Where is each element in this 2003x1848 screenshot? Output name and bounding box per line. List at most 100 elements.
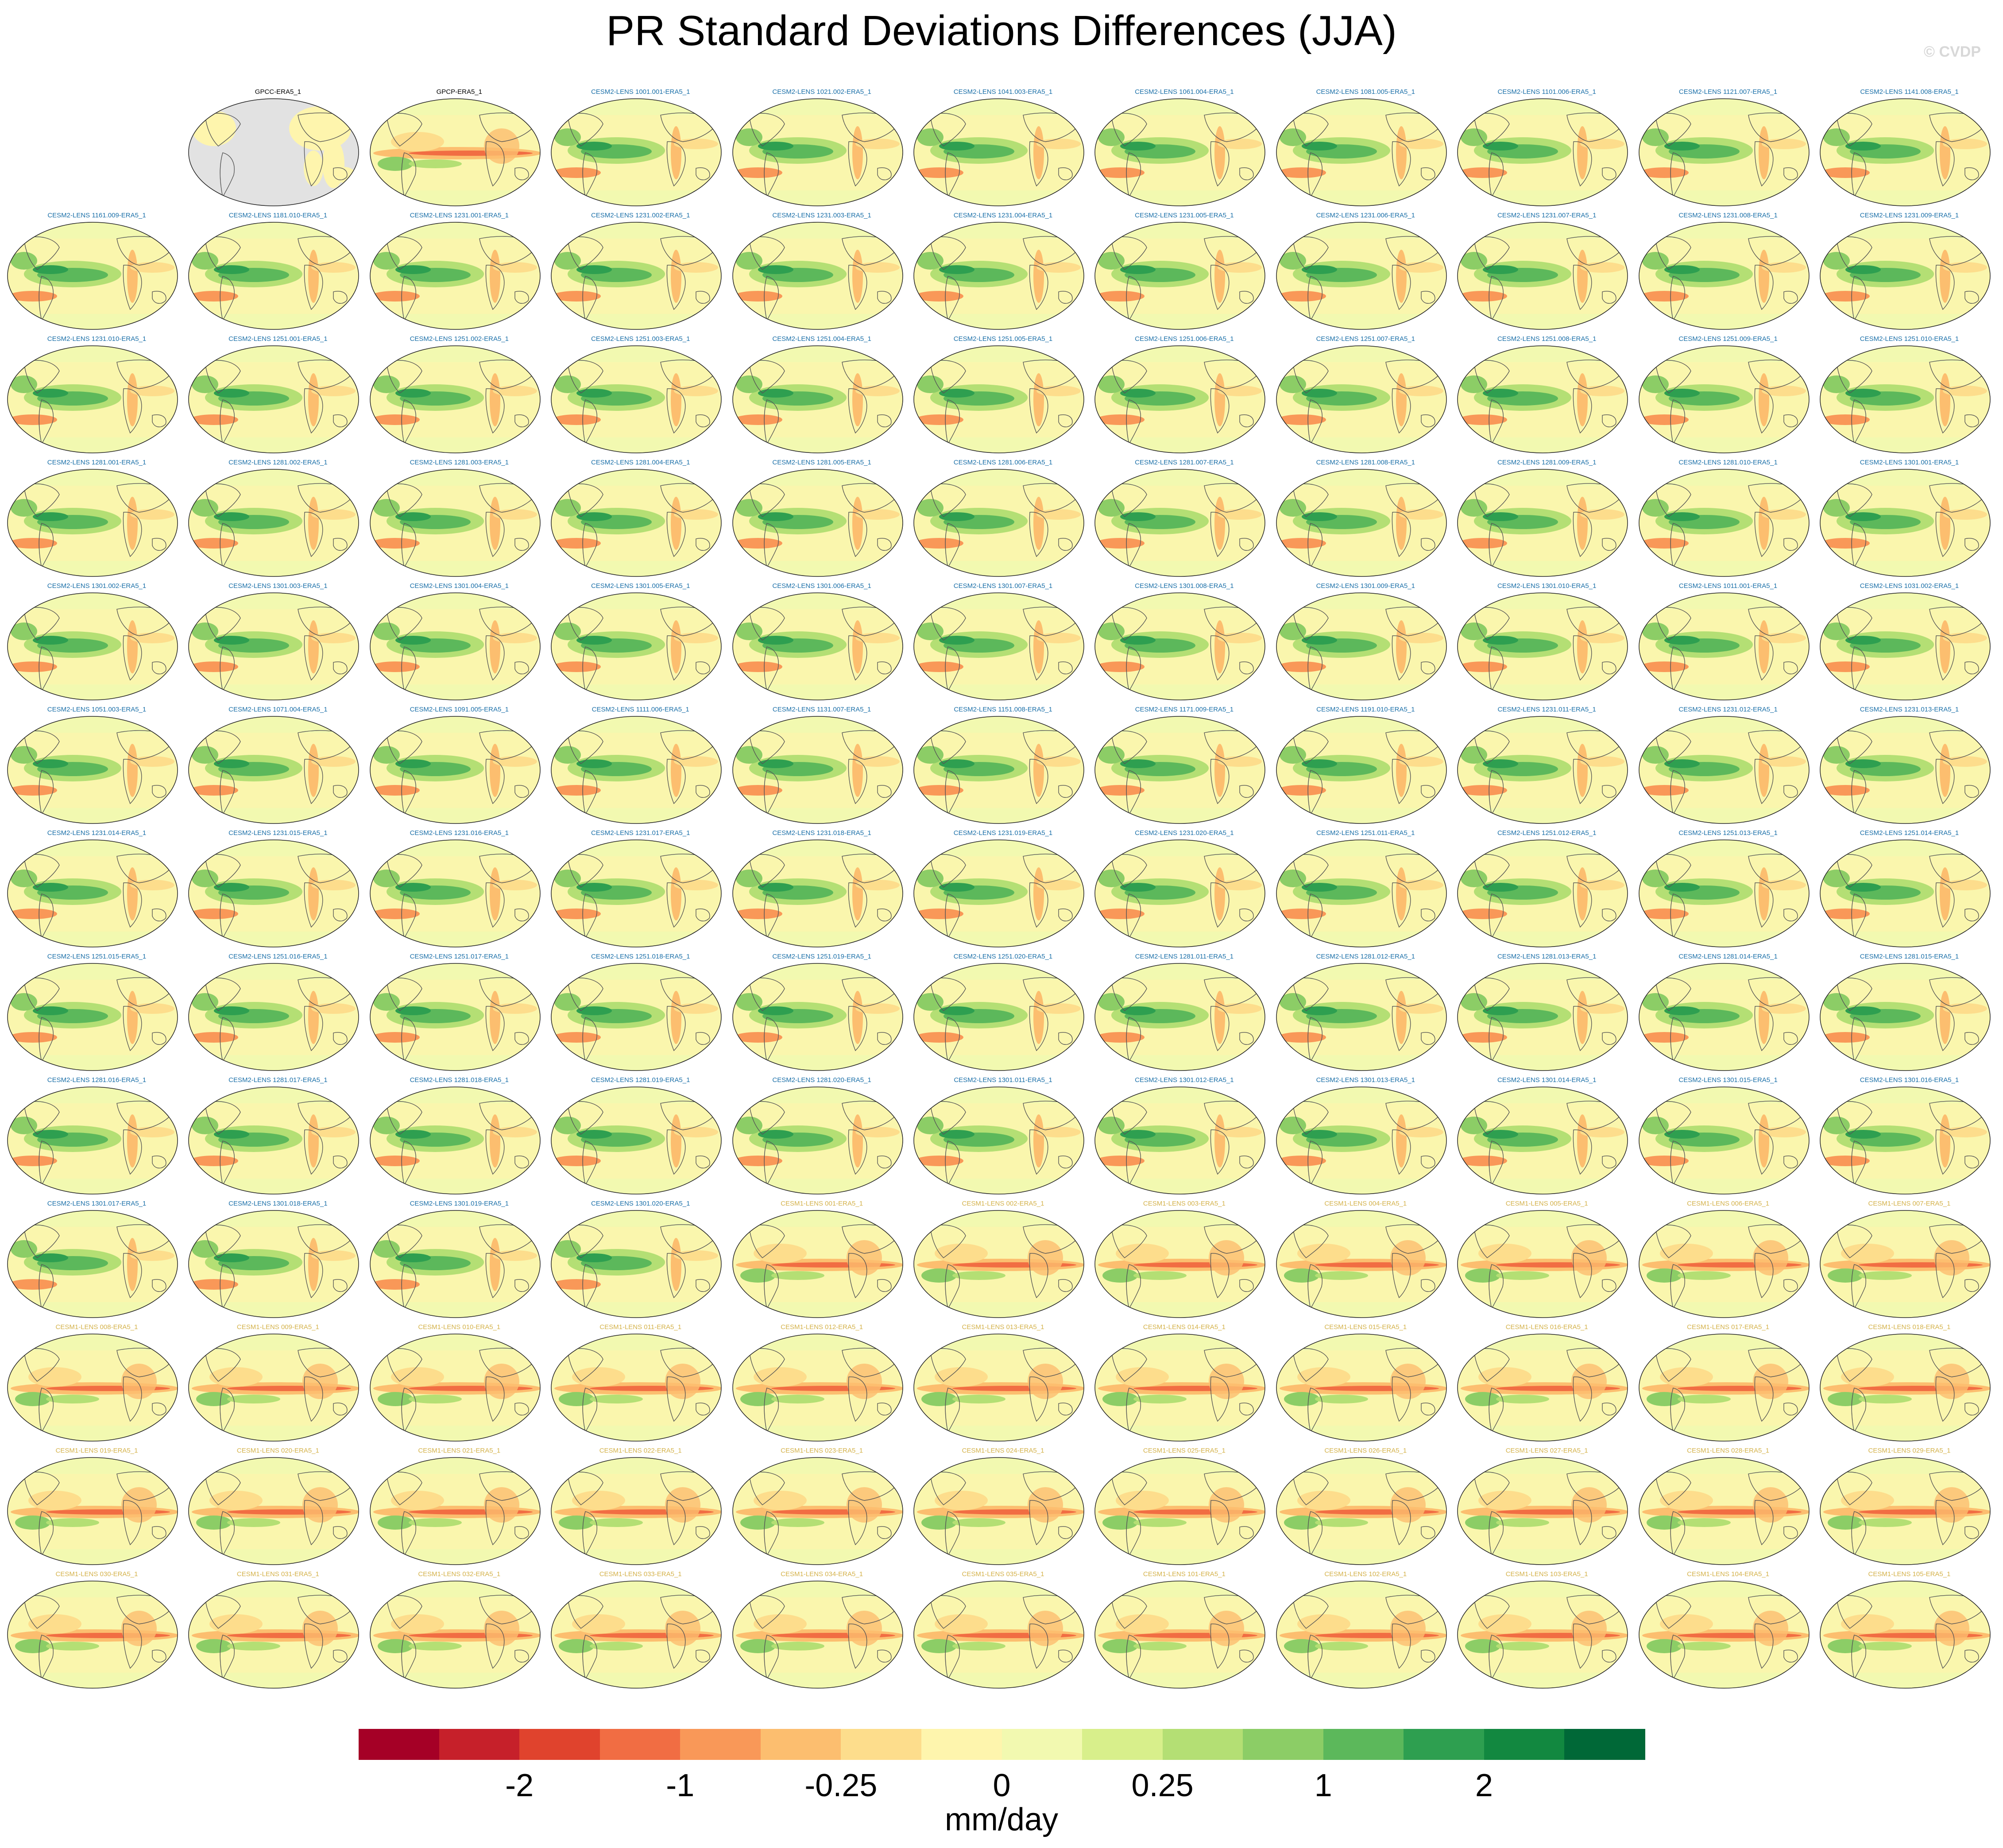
map-panel: CESM1-LENS 006-ERA5_1 xyxy=(1638,1199,1819,1323)
map-panel: CESM1-LENS 031-ERA5_1 xyxy=(187,1570,368,1694)
map-panel: CESM2-LENS 1301.010-ERA5_1 xyxy=(1456,582,1637,706)
map-panel-label: CESM2-LENS 1131.007-ERA5_1 xyxy=(772,706,871,713)
global-map xyxy=(1638,592,1810,700)
global-map xyxy=(188,1581,360,1689)
map-panel: CESM2-LENS 1281.013-ERA5_1 xyxy=(1456,952,1637,1076)
global-map xyxy=(1457,1086,1628,1195)
global-map xyxy=(188,963,360,1071)
colorbar-swatch xyxy=(1564,1729,1645,1760)
map-panel-label: CESM2-LENS 1281.008-ERA5_1 xyxy=(1316,459,1415,466)
chart-title: PR Standard Deviations Differences (JJA) xyxy=(606,7,1397,54)
map-panel-label: CESM2-LENS 1091.005-ERA5_1 xyxy=(410,706,509,713)
map-panel: CESM1-LENS 010-ERA5_1 xyxy=(369,1323,550,1447)
global-map xyxy=(913,1210,1084,1318)
map-panel: CESM2-LENS 1281.010-ERA5_1 xyxy=(1638,458,1819,582)
map-panel: CESM2-LENS 1281.004-ERA5_1 xyxy=(550,458,731,582)
map-panel: CESM1-LENS 105-ERA5_1 xyxy=(1819,1570,2000,1694)
map-panel: CESM2-LENS 1231.004-ERA5_1 xyxy=(913,211,1094,335)
global-map xyxy=(1094,345,1266,453)
global-map xyxy=(913,839,1084,947)
map-panel: CESM2-LENS 1171.009-ERA5_1 xyxy=(1094,705,1275,829)
map-panel-label: CESM2-LENS 1251.012-ERA5_1 xyxy=(1497,829,1597,837)
global-map xyxy=(732,1210,903,1318)
global-map xyxy=(1094,1210,1266,1318)
colorbar-swatch xyxy=(1484,1729,1565,1760)
map-panel: CESM2-LENS 1301.020-ERA5_1 xyxy=(550,1199,731,1323)
global-map xyxy=(370,98,541,206)
global-map xyxy=(551,1210,722,1318)
global-map xyxy=(1820,1581,1991,1689)
map-panel: CESM2-LENS 1281.012-ERA5_1 xyxy=(1275,952,1456,1076)
map-panel: CESM2-LENS 1131.007-ERA5_1 xyxy=(731,705,913,829)
map-panel-label: CESM1-LENS 026-ERA5_1 xyxy=(1324,1447,1407,1454)
global-map xyxy=(913,1334,1084,1442)
map-panel: CESM2-LENS 1281.005-ERA5_1 xyxy=(731,458,913,582)
map-panel: CESM2-LENS 1231.002-ERA5_1 xyxy=(550,211,731,335)
map-panel-label: CESM2-LENS 1231.003-ERA5_1 xyxy=(772,212,871,219)
map-panel: CESM2-LENS 1231.005-ERA5_1 xyxy=(1094,211,1275,335)
global-map xyxy=(1276,1086,1447,1195)
global-map xyxy=(913,963,1084,1071)
map-panel-label: CESM2-LENS 1041.003-ERA5_1 xyxy=(953,88,1053,96)
global-map xyxy=(1094,963,1266,1071)
map-panel-label: CESM1-LENS 028-ERA5_1 xyxy=(1687,1447,1770,1454)
map-panel-label: CESM1-LENS 012-ERA5_1 xyxy=(781,1323,863,1331)
global-map xyxy=(188,592,360,700)
colorbar-tick-label: 2 xyxy=(1475,1768,1493,1803)
global-map xyxy=(370,839,541,947)
map-panel-label: CESM2-LENS 1281.001-ERA5_1 xyxy=(47,459,147,466)
map-panel: CESM2-LENS 1251.003-ERA5_1 xyxy=(550,335,731,459)
global-map xyxy=(188,839,360,947)
map-panel: CESM2-LENS 1281.006-ERA5_1 xyxy=(913,458,1094,582)
map-panel: CESM2-LENS 1101.006-ERA5_1 xyxy=(1456,88,1637,212)
map-panel-label: CESM2-LENS 1021.002-ERA5_1 xyxy=(772,88,871,96)
map-panel: CESM1-LENS 007-ERA5_1 xyxy=(1819,1199,2000,1323)
global-map xyxy=(551,98,722,206)
global-map xyxy=(1820,98,1991,206)
map-panel: CESM2-LENS 1251.012-ERA5_1 xyxy=(1456,829,1637,953)
global-map xyxy=(913,1581,1084,1689)
map-panel: CESM1-LENS 019-ERA5_1 xyxy=(6,1446,187,1570)
map-panel: CESM2-LENS 1061.004-ERA5_1 xyxy=(1094,88,1275,212)
map-panel: CESM1-LENS 021-ERA5_1 xyxy=(369,1446,550,1570)
map-panel-label: CESM1-LENS 008-ERA5_1 xyxy=(55,1323,138,1331)
map-panel: CESM2-LENS 1011.001-ERA5_1 xyxy=(1638,582,1819,706)
map-panel-label: CESM1-LENS 010-ERA5_1 xyxy=(418,1323,501,1331)
map-panel: CESM1-LENS 018-ERA5_1 xyxy=(1819,1323,2000,1447)
global-map xyxy=(370,1581,541,1689)
map-panel-label: CESM2-LENS 1281.011-ERA5_1 xyxy=(1135,953,1234,960)
map-panel-label: CESM2-LENS 1231.018-ERA5_1 xyxy=(772,829,871,837)
global-map xyxy=(1457,839,1628,947)
map-panel: CESM2-LENS 1161.009-ERA5_1 xyxy=(6,211,187,335)
global-map xyxy=(7,1457,178,1565)
map-panel-label: CESM1-LENS 015-ERA5_1 xyxy=(1324,1323,1407,1331)
map-panel-label: CESM2-LENS 1251.015-ERA5_1 xyxy=(47,953,147,960)
map-panel: CESM2-LENS 1231.017-ERA5_1 xyxy=(550,829,731,953)
map-panel-label: CESM2-LENS 1251.004-ERA5_1 xyxy=(772,335,871,343)
global-map xyxy=(551,1334,722,1442)
global-map xyxy=(7,839,178,947)
map-panel-label: CESM2-LENS 1121.007-ERA5_1 xyxy=(1678,88,1778,96)
map-panel: CESM2-LENS 1281.016-ERA5_1 xyxy=(6,1076,187,1200)
map-panel-label: CESM2-LENS 1231.010-ERA5_1 xyxy=(47,335,147,343)
map-panel: CESM2-LENS 1231.014-ERA5_1 xyxy=(6,829,187,953)
map-panel-label: CESM2-LENS 1281.020-ERA5_1 xyxy=(772,1076,871,1084)
map-panel: CESM2-LENS 1251.019-ERA5_1 xyxy=(731,952,913,1076)
map-panel-label: CESM1-LENS 014-ERA5_1 xyxy=(1143,1323,1226,1331)
map-panel-label: CESM1-LENS 017-ERA5_1 xyxy=(1687,1323,1770,1331)
map-panel: CESM2-LENS 1231.013-ERA5_1 xyxy=(1819,705,2000,829)
map-panel-label: CESM1-LENS 002-ERA5_1 xyxy=(962,1200,1044,1207)
map-panel: CESM2-LENS 1251.006-ERA5_1 xyxy=(1094,335,1275,459)
global-map xyxy=(1457,716,1628,824)
map-panel: CESM2-LENS 1301.018-ERA5_1 xyxy=(187,1199,368,1323)
map-panel-label: CESM2-LENS 1251.014-ERA5_1 xyxy=(1860,829,1959,837)
global-map xyxy=(1457,222,1628,330)
map-panel-label: CESM2-LENS 1301.001-ERA5_1 xyxy=(1860,459,1959,466)
colorbar-swatch xyxy=(1162,1729,1243,1760)
colorbar-swatch xyxy=(599,1729,681,1760)
map-panel: CESM1-LENS 034-ERA5_1 xyxy=(731,1570,913,1694)
global-map xyxy=(913,1457,1084,1565)
map-panel-label: CESM2-LENS 1281.003-ERA5_1 xyxy=(410,459,509,466)
map-panel: CESM2-LENS 1251.010-ERA5_1 xyxy=(1819,335,2000,459)
global-map xyxy=(1638,839,1810,947)
